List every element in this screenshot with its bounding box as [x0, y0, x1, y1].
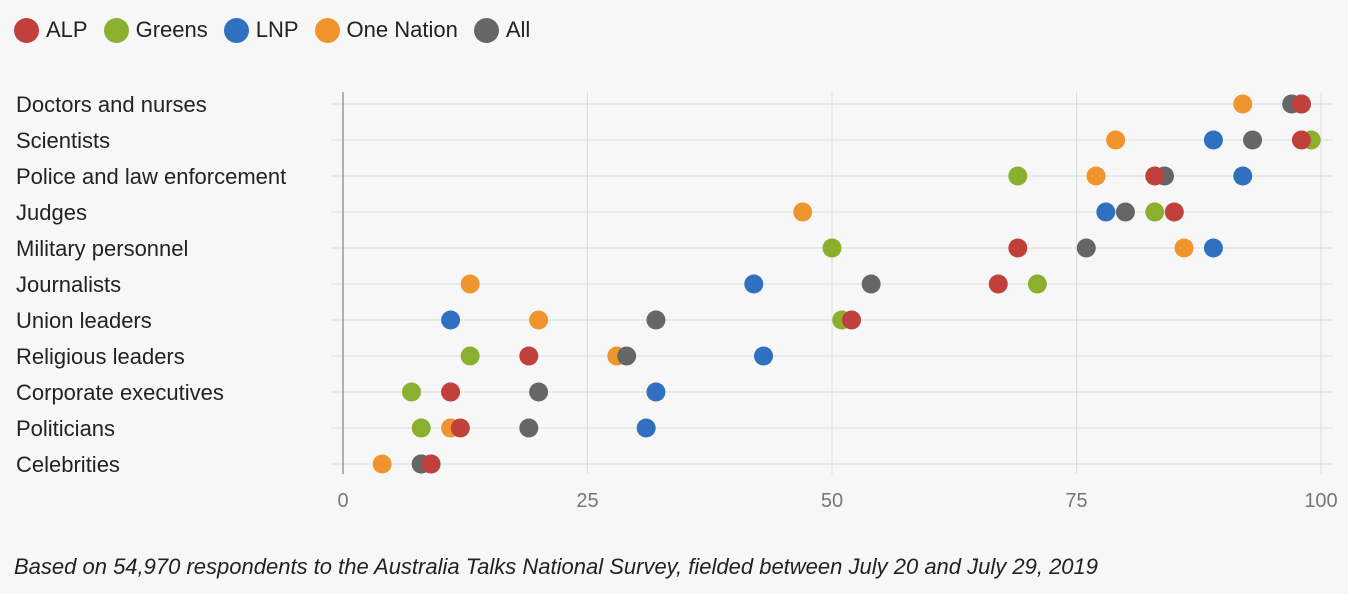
data-point-alp[interactable] [1008, 238, 1028, 258]
category-label: Religious leaders [16, 344, 185, 369]
data-point-lnp[interactable] [1203, 238, 1223, 258]
data-point-lnp[interactable] [1096, 202, 1116, 222]
legend-label: All [505, 17, 531, 42]
data-point-all[interactable] [861, 274, 881, 294]
chart-footnote: Based on 54,970 respondents to the Austr… [14, 554, 1099, 579]
data-point-all[interactable] [1115, 202, 1135, 222]
legend-swatch [223, 17, 249, 43]
data-point-one-nation[interactable] [460, 274, 480, 294]
data-point-one-nation[interactable] [372, 454, 392, 474]
data-point-all[interactable] [529, 382, 549, 402]
data-point-greens[interactable] [1145, 202, 1165, 222]
data-point-all[interactable] [1076, 238, 1096, 258]
data-point-lnp[interactable] [1203, 130, 1223, 150]
data-point-alp[interactable] [1291, 94, 1311, 114]
data-point-all[interactable] [1243, 130, 1263, 150]
data-point-alp[interactable] [1291, 130, 1311, 150]
data-point-alp[interactable] [988, 274, 1008, 294]
category-label: Military personnel [16, 236, 188, 261]
data-point-alp[interactable] [519, 346, 539, 366]
category-label: Journalists [16, 272, 121, 297]
data-point-all[interactable] [646, 310, 666, 330]
data-point-alp[interactable] [450, 418, 470, 438]
dot-plot-chart: Doctors and nurses Scientists Police and l… [16, 92, 1338, 512]
data-point-greens[interactable] [460, 346, 480, 366]
x-tick-label: 100 [1304, 490, 1337, 512]
data-point-lnp[interactable] [754, 346, 774, 366]
legend-item-greens[interactable]: Greens [103, 17, 208, 43]
category-label: Scientists [16, 128, 110, 153]
legend-label: LNP [255, 17, 299, 42]
legend-label: One Nation [346, 17, 458, 42]
data-point-lnp[interactable] [636, 418, 656, 438]
legend-item-one-nation[interactable]: One Nation [314, 17, 458, 43]
legend-swatch [103, 17, 129, 43]
data-point-alp[interactable] [1145, 166, 1165, 186]
legend-swatch [473, 17, 499, 43]
data-point-one-nation[interactable] [529, 310, 549, 330]
data-point-lnp[interactable] [646, 382, 666, 402]
legend-swatch [314, 17, 340, 43]
category-label: Doctors and nurses [16, 92, 207, 117]
data-point-greens[interactable] [1008, 166, 1028, 186]
legend-label: Greens [135, 17, 208, 42]
data-point-lnp[interactable] [1233, 166, 1253, 186]
category-label: Judges [16, 200, 87, 225]
data-point-all[interactable] [617, 346, 637, 366]
data-point-alp[interactable] [842, 310, 862, 330]
data-point-one-nation[interactable] [793, 202, 813, 222]
category-label: Union leaders [16, 308, 152, 333]
data-point-lnp[interactable] [744, 274, 764, 294]
category-label: Corporate executives [16, 380, 224, 405]
data-point-lnp[interactable] [441, 310, 461, 330]
x-tick-label: 50 [821, 490, 843, 512]
x-tick-label: 0 [337, 490, 348, 512]
chart-legend: ALP Greens LNP One Nation All [14, 14, 546, 46]
category-label: Police and law enforcement [16, 164, 286, 189]
x-tick-label: 75 [1065, 490, 1087, 512]
legend-item-all[interactable]: All [473, 17, 531, 43]
legend-swatch [14, 17, 39, 43]
data-point-alp[interactable] [441, 382, 461, 402]
legend-item-lnp[interactable]: LNP [223, 17, 299, 43]
data-point-greens[interactable] [822, 238, 842, 258]
data-point-greens[interactable] [1027, 274, 1047, 294]
data-point-greens[interactable] [401, 382, 421, 402]
data-point-all[interactable] [519, 418, 539, 438]
data-point-one-nation[interactable] [1233, 94, 1253, 114]
x-tick-label: 25 [576, 490, 598, 512]
data-point-one-nation[interactable] [1174, 238, 1194, 258]
legend-item-alp[interactable]: ALP [14, 17, 88, 43]
legend-label: ALP [46, 17, 88, 42]
data-point-one-nation[interactable] [1106, 130, 1126, 150]
category-label: Celebrities [16, 452, 120, 477]
data-point-alp[interactable] [421, 454, 441, 474]
data-point-alp[interactable] [1164, 202, 1184, 222]
data-point-one-nation[interactable] [1086, 166, 1106, 186]
data-point-greens[interactable] [411, 418, 431, 438]
category-label: Politicians [16, 416, 115, 441]
